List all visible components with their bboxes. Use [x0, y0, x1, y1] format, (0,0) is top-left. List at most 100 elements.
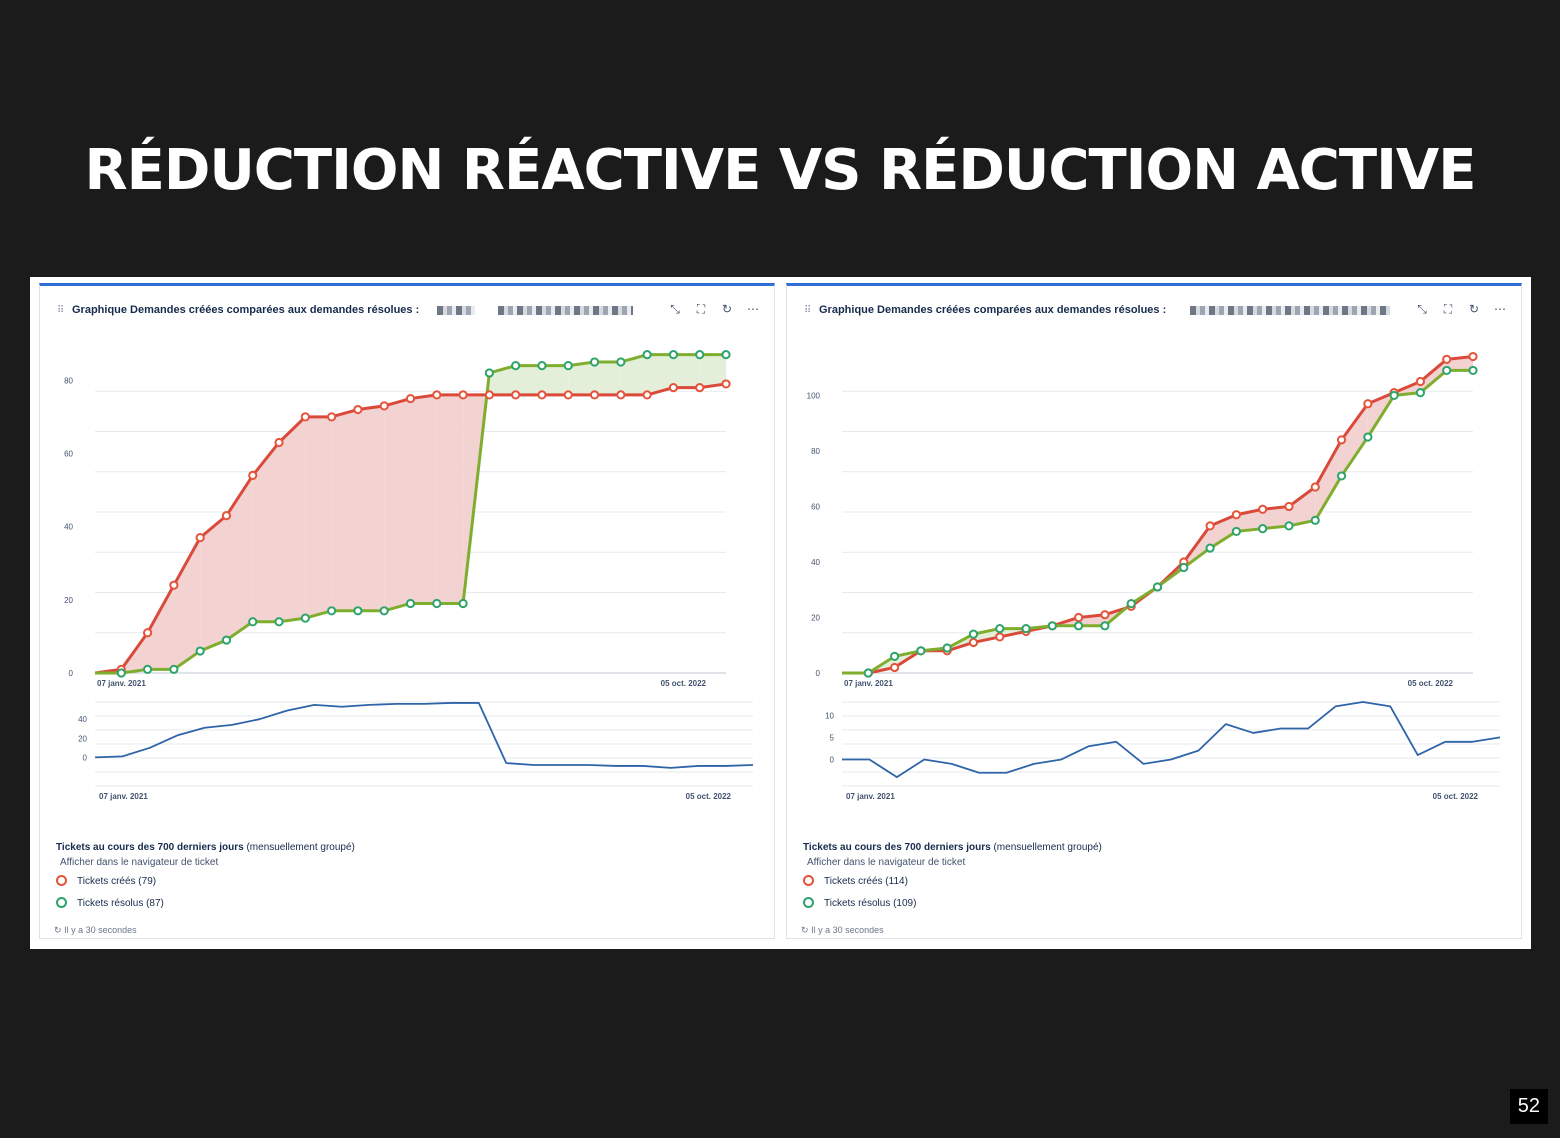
point-resolved — [432, 598, 442, 609]
more-icon[interactable]: ⋯ — [1494, 302, 1506, 316]
fill-segment — [252, 442, 280, 622]
point-resolved — [1179, 562, 1189, 573]
fill-segment — [1420, 359, 1447, 393]
fill-segment — [1315, 439, 1342, 521]
fill-segment — [331, 409, 358, 611]
point-created — [458, 390, 468, 400]
difference-line — [842, 701, 1501, 779]
fullscreen-icon[interactable]: ⛶ — [696, 302, 706, 316]
x-tick-label: 07 janv. 2021 — [846, 792, 895, 801]
y-tick-label: 80 — [811, 447, 820, 456]
legend-resolved-label: Tickets résolus (109) — [824, 898, 917, 909]
fill-segment — [515, 365, 542, 395]
point-created — [642, 390, 652, 400]
legend-created-label: Tickets créés (114) — [824, 876, 908, 887]
point-resolved — [1363, 432, 1373, 442]
point-created — [169, 580, 179, 590]
difference-fill — [95, 354, 726, 673]
issue-navigator-link[interactable]: Afficher dans le navigateur de ticket — [60, 857, 219, 868]
point-resolved — [274, 617, 284, 627]
last-refresh: ↻ Il y a 30 secondes — [801, 925, 884, 936]
fill-segment — [147, 585, 174, 670]
legend-title-rest: (mensuellement groupé) — [990, 842, 1102, 853]
more-icon[interactable]: ⋯ — [747, 302, 759, 316]
point-resolved — [695, 350, 705, 360]
point-created — [695, 382, 705, 393]
y-tick-label: 40 — [64, 523, 73, 532]
point-resolved — [379, 606, 389, 616]
y-tick-label: 80 — [64, 376, 73, 385]
point-resolved — [484, 368, 494, 378]
point-resolved — [668, 350, 679, 360]
point-resolved — [1047, 621, 1057, 631]
point-resolved — [1152, 582, 1163, 592]
y-tick-label: 0 — [816, 669, 821, 678]
panel-header: ⠿ Graphique Demandes créées comparées au… — [787, 286, 1521, 336]
created-vs-resolved-chart: 0 20 40 60 80 100 07 janv. 2021 05 oct. 2022 0 5 1… — [807, 351, 1501, 801]
point-created — [353, 404, 363, 415]
difference-line — [94, 702, 754, 769]
collapse-icon[interactable]: ⤡ — [670, 302, 680, 316]
fullscreen-icon[interactable]: ⛶ — [1443, 302, 1453, 316]
point-created — [616, 390, 626, 400]
fill-segment — [279, 416, 306, 622]
point-resolved — [642, 350, 652, 360]
point-resolved — [1389, 390, 1399, 401]
point-resolved — [1442, 365, 1452, 376]
gadget-panel-right: ⠿ Graphique Demandes créées comparées au… — [786, 283, 1522, 939]
refresh-icon[interactable]: ↻ — [1468, 302, 1480, 316]
point-resolved — [916, 646, 926, 656]
fill-segment — [200, 515, 227, 652]
legend-resolved-label: Tickets résolus (87) — [77, 898, 164, 909]
point-resolved — [1258, 524, 1268, 534]
drag-handle-icon[interactable]: ⠿ — [804, 305, 812, 316]
refresh-icon[interactable]: ↻ — [721, 302, 733, 316]
point-created — [668, 382, 679, 393]
point-created — [721, 379, 731, 389]
point-created — [379, 401, 389, 411]
refresh-time-text: Il y a 30 secondes — [811, 925, 884, 935]
collapse-icon[interactable]: ⤡ — [1417, 302, 1427, 316]
point-resolved — [721, 350, 731, 360]
legend-item-resolved[interactable]: Tickets résolus (109) — [803, 897, 916, 909]
x-tick-label: 07 janv. 2021 — [97, 679, 146, 688]
legend-title-bold: Tickets au cours des 700 derniers jours — [803, 842, 991, 853]
dashboard-screenshot: ⠿ Graphique Demandes créées comparées au… — [30, 277, 1531, 949]
fill-segment — [1341, 403, 1368, 476]
point-resolved — [968, 629, 979, 639]
y-tick-label: 100 — [807, 391, 821, 400]
point-resolved — [889, 651, 900, 661]
fill-segment — [173, 537, 201, 670]
legend-item-created[interactable]: Tickets créés (79) — [56, 875, 156, 887]
redacted-project-name — [437, 306, 475, 315]
point-created — [327, 412, 337, 422]
point-created — [248, 470, 258, 481]
point-created — [1205, 521, 1215, 531]
panel-title: Graphique Demandes créées comparées aux … — [72, 304, 420, 316]
point-resolved — [1310, 515, 1320, 525]
point-created — [968, 637, 979, 648]
point-created — [142, 628, 153, 638]
point-created — [995, 632, 1005, 642]
refresh-small-icon[interactable]: ↻ — [801, 925, 809, 935]
difference-y-tick-label: 40 — [78, 715, 87, 724]
fill-segment — [384, 398, 411, 611]
point-created — [1336, 435, 1347, 445]
y-tick-label: 60 — [811, 502, 820, 511]
point-created — [1468, 351, 1478, 362]
fill-segment — [357, 405, 385, 611]
legend-item-resolved[interactable]: Tickets résolus (87) — [56, 897, 164, 909]
issue-navigator-link[interactable]: Afficher dans le navigateur de ticket — [807, 857, 966, 868]
point-resolved — [1100, 621, 1110, 631]
point-created — [195, 533, 205, 543]
main-grid — [842, 390, 1473, 674]
gadget-panel-left: ⠿ Graphique Demandes créées comparées au… — [39, 283, 775, 939]
legend-item-created[interactable]: Tickets créés (114) — [803, 875, 908, 887]
fill-segment — [489, 365, 516, 395]
point-created — [1415, 376, 1426, 387]
point-resolved — [221, 635, 232, 645]
drag-handle-icon[interactable]: ⠿ — [57, 305, 65, 316]
point-created — [274, 437, 284, 448]
refresh-small-icon[interactable]: ↻ — [54, 925, 62, 935]
fill-segment — [436, 394, 464, 604]
